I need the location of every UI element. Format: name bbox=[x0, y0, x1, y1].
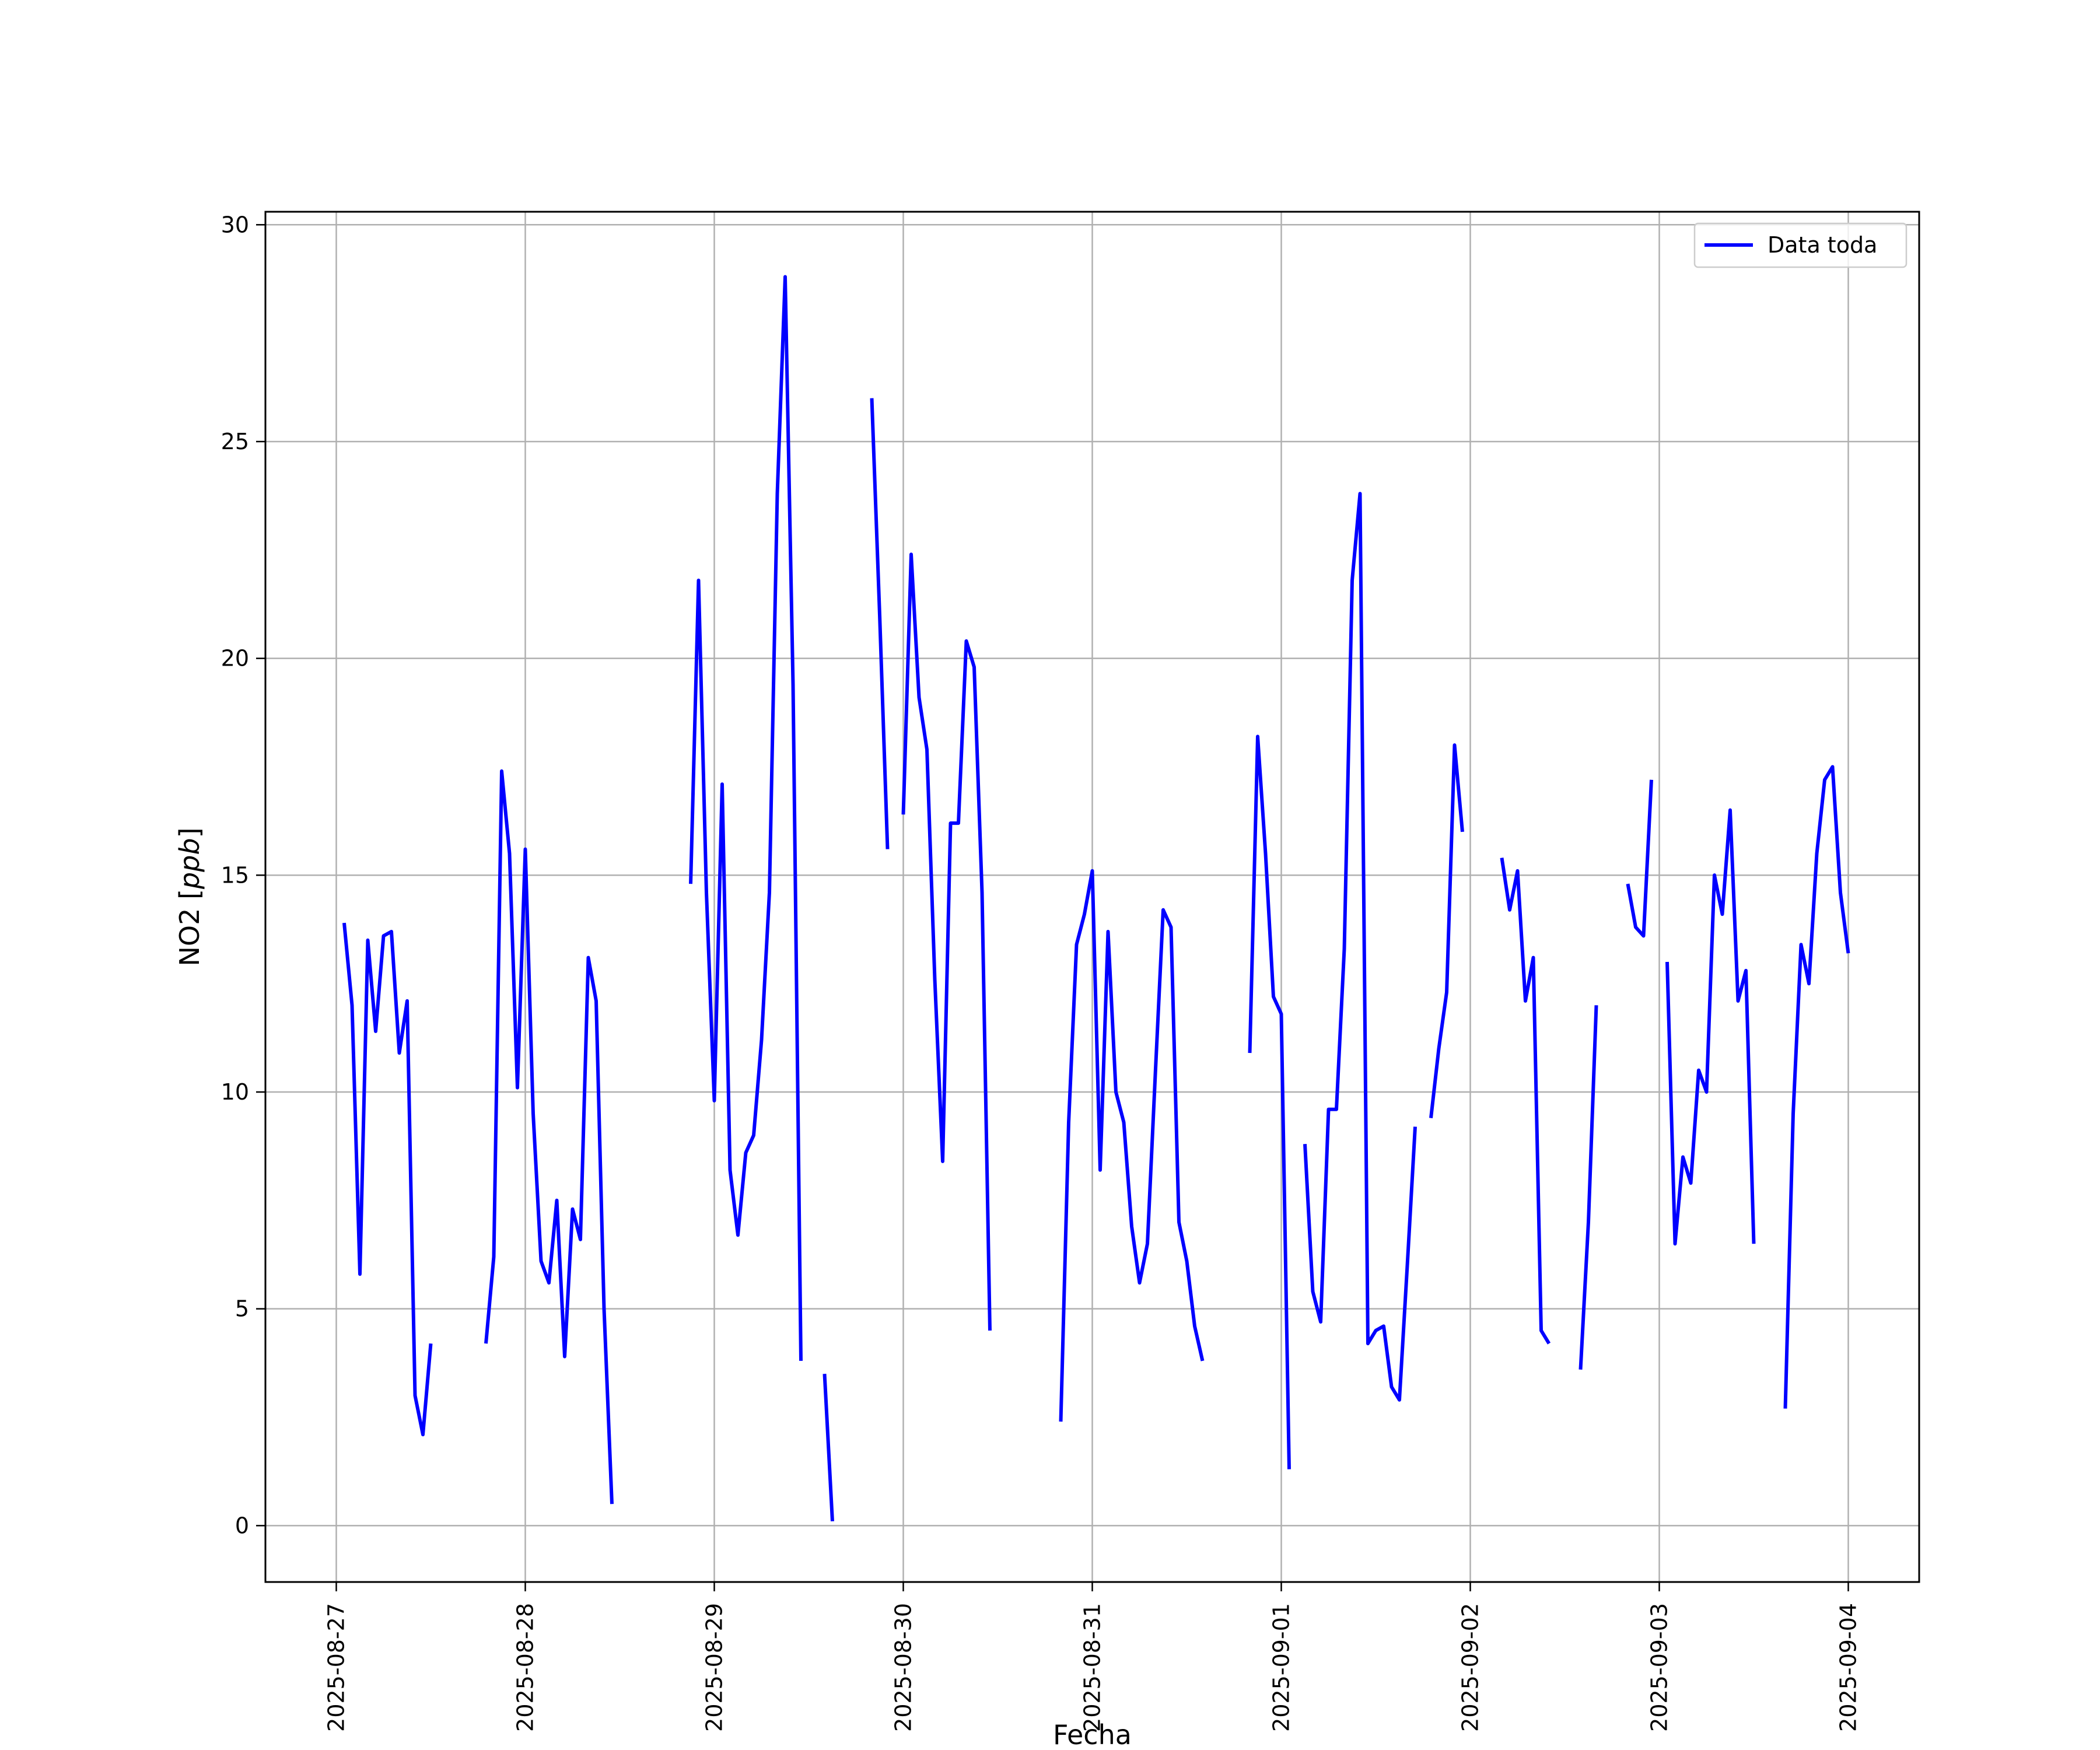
y-tick-label: 10 bbox=[221, 1079, 249, 1105]
legend-label: Data toda bbox=[1768, 232, 1877, 258]
x-tick-label: 2025-09-01 bbox=[1269, 1603, 1294, 1732]
series-line-segment bbox=[822, 1374, 834, 1522]
legend-box bbox=[1693, 222, 1908, 268]
x-tick-label: 2025-09-03 bbox=[1647, 1603, 1672, 1732]
x-axis-ticks: 2025-08-27 2025-08-28 2025-08-29 2025-08-30… bbox=[324, 1582, 1861, 1732]
series-line-segment bbox=[1665, 808, 1756, 1246]
series-line-segment bbox=[1783, 765, 1850, 1409]
y-axis-title: NO2 [ppb] bbox=[174, 827, 205, 966]
y-tick-label: 15 bbox=[221, 862, 249, 888]
legend: Data toda bbox=[1693, 222, 1908, 268]
grid-lines bbox=[265, 212, 1919, 1582]
y-tick-label: 0 bbox=[235, 1513, 249, 1538]
x-axis-title: Fecha bbox=[1053, 1719, 1132, 1750]
series-line-segment bbox=[1578, 1005, 1598, 1370]
series-line-segment bbox=[901, 552, 992, 1331]
y-tick-label: 25 bbox=[221, 429, 249, 454]
y-tick-label: 20 bbox=[221, 646, 249, 671]
x-tick-label: 2025-08-27 bbox=[324, 1603, 349, 1732]
series-line-segment bbox=[1303, 492, 1417, 1402]
series-line-segment bbox=[1500, 858, 1551, 1345]
x-tick-label: 2025-09-04 bbox=[1836, 1603, 1861, 1732]
y-axis-ticks: 0 5 10 15 20 25 30 bbox=[221, 212, 265, 1538]
y-axis-title-prefix: NO2 [ bbox=[174, 889, 205, 966]
x-tick-label: 2025-08-29 bbox=[702, 1603, 727, 1732]
series-lines bbox=[342, 275, 1850, 1522]
series-line-segment bbox=[689, 275, 803, 1361]
x-tick-label: 2025-09-02 bbox=[1458, 1603, 1483, 1732]
y-tick-label: 30 bbox=[221, 212, 249, 237]
series-line-segment bbox=[484, 769, 614, 1504]
x-tick-label: 2025-08-30 bbox=[891, 1603, 916, 1732]
y-axis-title-suffix: ] bbox=[174, 827, 205, 838]
series-line-segment bbox=[342, 922, 433, 1437]
x-tick-label: 2025-08-28 bbox=[513, 1603, 538, 1732]
x-tick-label: 2025-08-31 bbox=[1080, 1603, 1105, 1732]
series-line-segment bbox=[1626, 779, 1653, 938]
series-line-segment bbox=[870, 398, 890, 849]
series-line-segment bbox=[1429, 743, 1464, 1118]
series-line-segment bbox=[1248, 734, 1291, 1469]
y-tick-label: 5 bbox=[235, 1296, 249, 1322]
series-line-segment bbox=[1059, 869, 1205, 1422]
y-axis-title-unit: ppb bbox=[174, 838, 205, 890]
